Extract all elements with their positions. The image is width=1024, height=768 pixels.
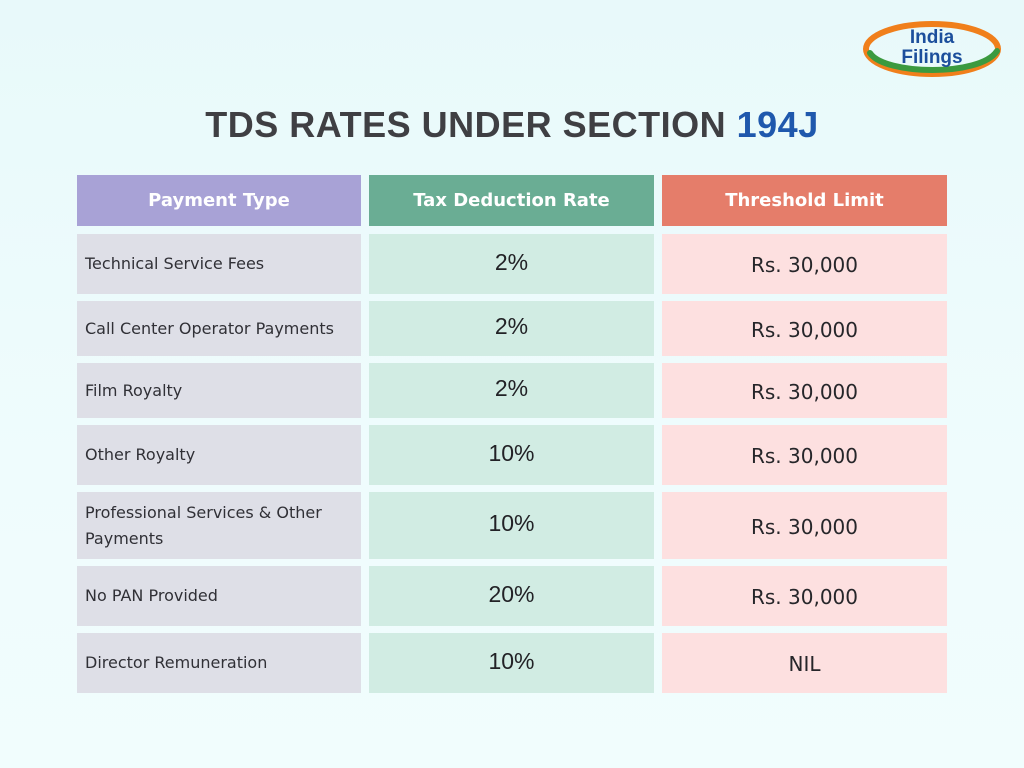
payment-type-cell: No PAN Provided <box>77 566 361 626</box>
payment-type-cell: Director Remuneration <box>77 633 361 693</box>
threshold-cell: Rs. 30,000 <box>662 234 947 294</box>
threshold-value: Rs. 30,000 <box>750 585 858 609</box>
threshold-cell: Rs. 30,000 <box>662 301 947 356</box>
rate-value: 2% <box>494 313 529 339</box>
table-row: Film Royalty 2% Rs. 30,000 <box>77 363 947 418</box>
table-row: Call Center Operator Payments 2% Rs. 30,… <box>77 301 947 356</box>
threshold-value: Rs. 30,000 <box>750 514 858 539</box>
rate-cell: 2% <box>369 301 654 356</box>
rate-cell: 2% <box>369 363 654 418</box>
india-filings-logo[interactable]: India Filings <box>862 19 1003 77</box>
threshold-cell: Rs. 30,000 <box>662 492 947 559</box>
threshold-value: Rs. 30,000 <box>750 379 858 404</box>
table-header-row: Payment Type Tax Deduction Rate Threshol… <box>77 175 947 226</box>
logo-line1: India <box>910 27 955 48</box>
rate-cell: 10% <box>369 492 654 559</box>
payment-type-cell: Technical Service Fees <box>77 234 361 294</box>
payment-type-cell: Film Royalty <box>77 363 361 418</box>
rate-value: 10% <box>488 439 535 466</box>
rate-cell: 20% <box>369 566 654 626</box>
logo-line2: Filings <box>901 47 962 68</box>
table-row: No PAN Provided 20% Rs. 30,000 <box>77 566 947 626</box>
header-tax-deduction-rate: Tax Deduction Rate <box>369 175 654 226</box>
rate-value: 10% <box>488 647 535 674</box>
table-row: Professional Services & Other Payments 1… <box>77 492 947 559</box>
rate-cell: 2% <box>369 234 654 294</box>
tds-rates-table: Payment Type Tax Deduction Rate Threshol… <box>77 175 947 693</box>
payment-type-cell: Professional Services & Other Payments <box>77 492 361 559</box>
page-title-main: TDS RATES UNDER SECTION <box>205 104 727 145</box>
rate-cell: 10% <box>369 633 654 693</box>
table-row: Other Royalty 10% Rs. 30,000 <box>77 425 947 485</box>
logo-swoosh-icon: India Filings <box>863 21 1001 77</box>
threshold-value: Rs. 30,000 <box>750 444 858 468</box>
table-row: Technical Service Fees 2% Rs. 30,000 <box>77 234 947 294</box>
threshold-value: Rs. 30,000 <box>750 253 858 277</box>
threshold-value: Rs. 30,000 <box>750 317 858 342</box>
threshold-cell: NIL <box>662 633 947 693</box>
payment-type-cell: Call Center Operator Payments <box>77 301 361 356</box>
rate-value: 2% <box>494 375 529 401</box>
payment-type-cell: Other Royalty <box>77 425 361 485</box>
rate-value: 20% <box>488 580 535 607</box>
header-payment-type: Payment Type <box>77 175 361 226</box>
rate-value: 2% <box>494 248 529 275</box>
page-title: TDS RATES UNDER SECTION 194J <box>0 104 1024 146</box>
page-title-section: 194J <box>736 104 819 145</box>
rate-cell: 10% <box>369 425 654 485</box>
table-row: Director Remuneration 10% NIL <box>77 633 947 693</box>
header-threshold-limit: Threshold Limit <box>662 175 947 226</box>
threshold-value: NIL <box>788 652 821 676</box>
threshold-cell: Rs. 30,000 <box>662 566 947 626</box>
threshold-cell: Rs. 30,000 <box>662 363 947 418</box>
rate-value: 10% <box>488 510 535 536</box>
threshold-cell: Rs. 30,000 <box>662 425 947 485</box>
